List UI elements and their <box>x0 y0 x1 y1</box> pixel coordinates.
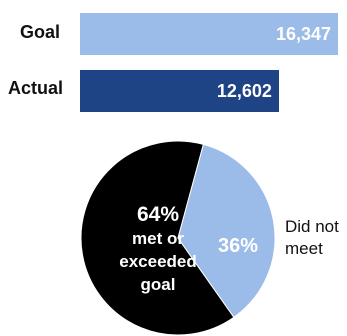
bar-category-actual: Actual <box>8 78 64 98</box>
pie-label-not-met: Did not meet <box>285 216 339 260</box>
pie-label-not-met-line2: meet <box>285 239 323 258</box>
pie-slice-not-met <box>177 143 276 318</box>
bar-actual: 12,602 <box>80 70 279 112</box>
pie-label-met-line2: exceeded <box>119 252 197 271</box>
pie-label-not-met-line1: Did not <box>285 217 339 236</box>
bar-value-goal: 16,347 <box>275 24 331 44</box>
pie-label-met-line3: goal <box>140 275 176 294</box>
pie-value-not-met: 36% <box>217 235 259 257</box>
bar-value-actual: 12,602 <box>216 81 272 101</box>
bar-goal: 16,347 <box>80 13 338 55</box>
pie-value-met: 64% <box>136 203 180 226</box>
pie-label-met: 64% met or exceeded goal <box>108 203 208 296</box>
pie-label-met-line1: met or <box>132 229 184 248</box>
pie-slice-met <box>80 140 235 336</box>
bar-category-goal: Goal <box>20 22 61 42</box>
